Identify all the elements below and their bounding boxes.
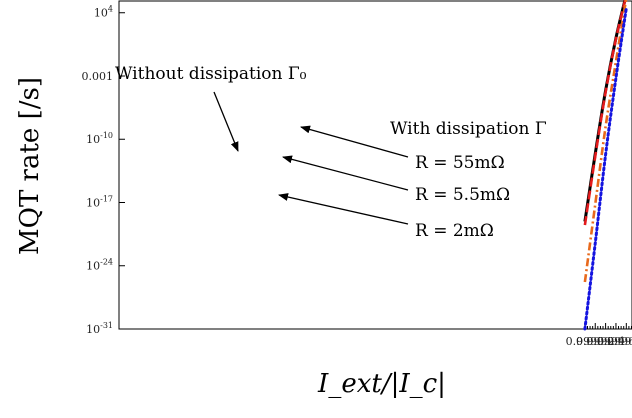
annotation-with-dissipation: With dissipation Γ bbox=[390, 119, 547, 139]
y-tick-label: 10-17 bbox=[86, 194, 113, 209]
series-group bbox=[583, 0, 628, 331]
series-line-dotted bbox=[583, 6, 628, 331]
y-axis-ticks: 104 0.001 10-10 10-17 10-24 10-31 bbox=[82, 5, 125, 336]
annotation-without-dissipation: Without dissipation Γ₀ bbox=[115, 64, 307, 84]
y-tick-label: 0.001 bbox=[82, 70, 114, 83]
y-tick-label: 10-31 bbox=[86, 321, 113, 336]
series-line-dashed bbox=[583, 0, 627, 226]
arrow-r2 bbox=[278, 193, 409, 225]
annotations: Without dissipation Γ₀ With dissipation … bbox=[115, 64, 547, 241]
y-axis-label: MQT rate [/s] bbox=[15, 77, 45, 255]
annotation-r5-5: R = 5.5mΩ bbox=[415, 185, 510, 205]
y-tick-label: 104 bbox=[94, 5, 113, 20]
arrow-r55 bbox=[300, 125, 409, 158]
plot-area bbox=[118, 0, 632, 330]
x-axis-label: I_ext/|I_c| bbox=[317, 369, 446, 399]
x-tick-label: 0.9998 bbox=[607, 335, 632, 348]
annotation-r55: R = 55mΩ bbox=[415, 153, 505, 173]
arrow-r5-5 bbox=[282, 155, 409, 191]
arrow-without-dissipation bbox=[213, 91, 239, 152]
x-tick-label: 0.9994 bbox=[586, 335, 625, 348]
x-tick-label: 0.9992 bbox=[576, 335, 615, 348]
y-tick-label: 10-24 bbox=[86, 258, 113, 273]
plot-frame bbox=[118, 0, 632, 330]
y-tick-label: 10-10 bbox=[86, 131, 113, 146]
x-tick-label: 0.9990 bbox=[566, 335, 605, 348]
series-line-dashdot bbox=[583, 0, 628, 283]
x-tick-label: 0.9996 bbox=[597, 335, 632, 348]
annotation-r2: R = 2mΩ bbox=[415, 221, 494, 241]
